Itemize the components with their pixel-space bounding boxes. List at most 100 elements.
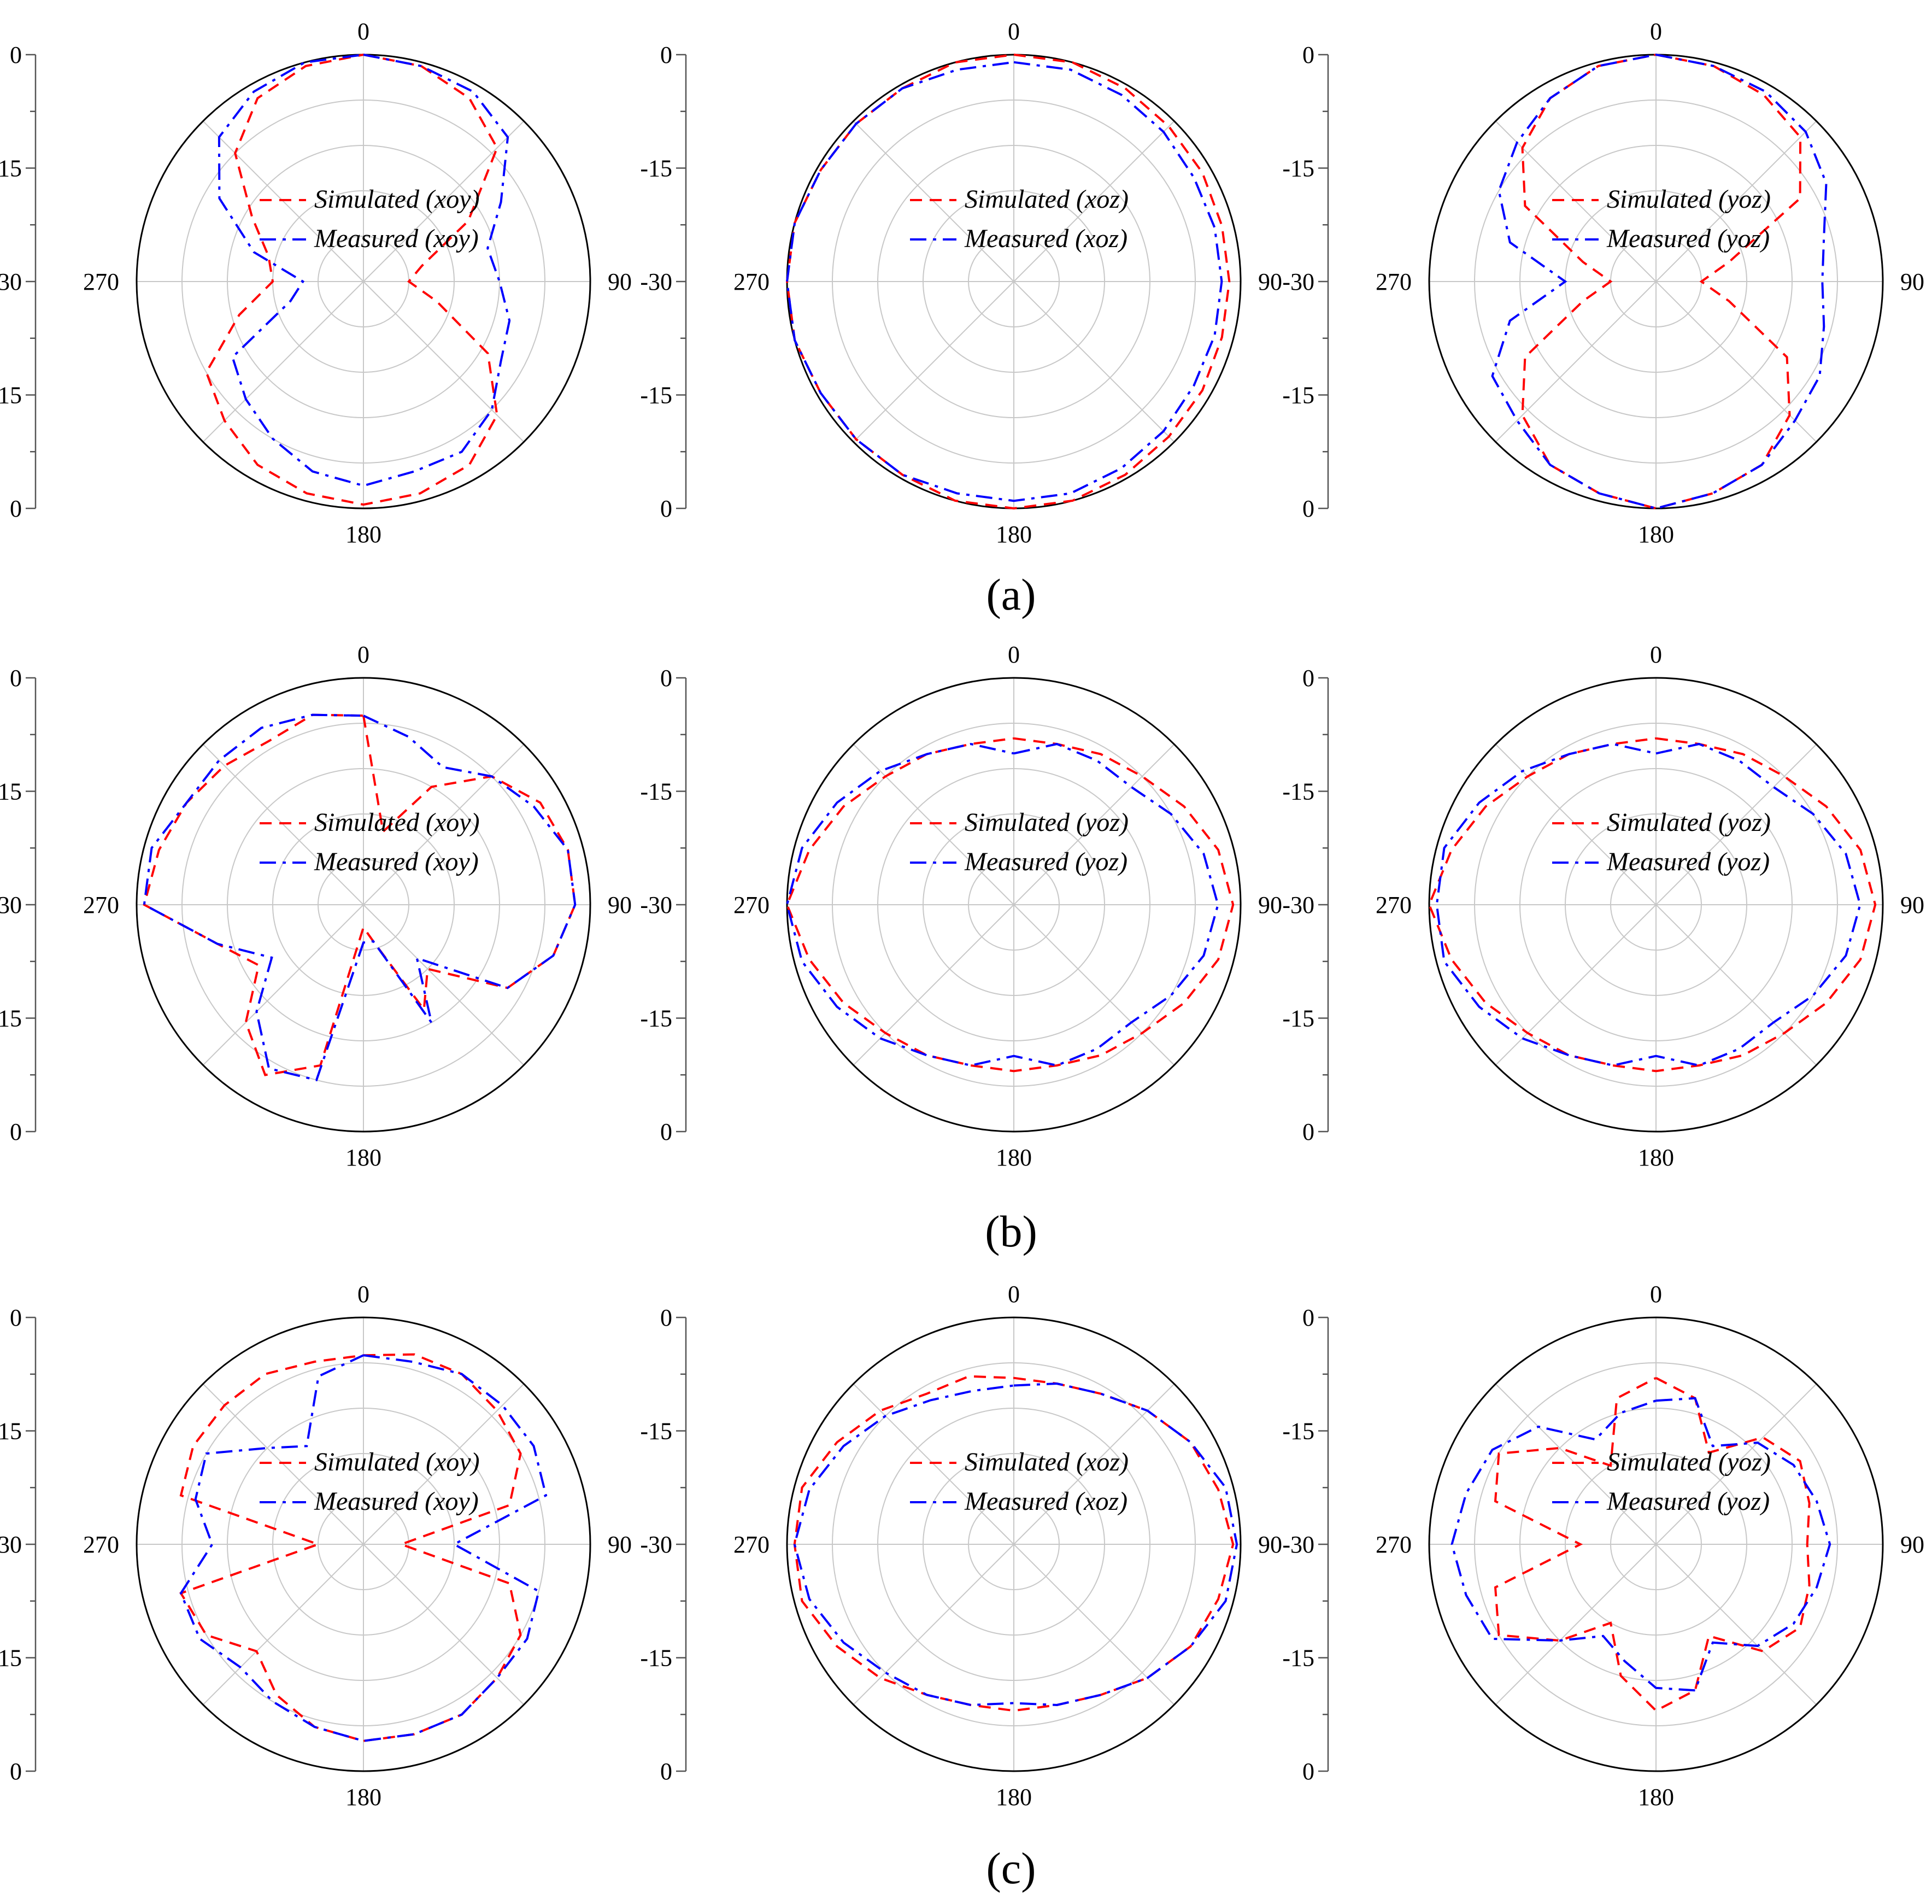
grid-spoke <box>363 743 525 905</box>
radial-tick-label: -15 <box>640 1645 672 1672</box>
grid-spoke <box>1495 904 1657 1066</box>
grid-spoke <box>202 120 364 282</box>
grid-spoke <box>853 1544 1014 1706</box>
radial-tick-label: 0 <box>10 665 22 692</box>
radial-tick-label: 0 <box>660 1304 672 1331</box>
angle-label-0: 0 <box>1650 1281 1662 1308</box>
measured-series-line <box>179 1354 548 1742</box>
measured-series-line <box>1451 1397 1831 1692</box>
radial-tick-label: 0 <box>10 1758 22 1785</box>
angle-label-270: 270 <box>1376 268 1412 295</box>
grid-spoke <box>853 904 1014 1066</box>
radial-tick-label: 0 <box>10 495 22 522</box>
legend-entry: Simulated (yoz) <box>1607 1448 1771 1477</box>
angle-label-180: 180 <box>1638 1784 1674 1811</box>
simulated-series-line <box>1428 737 1877 1073</box>
radial-tick-label: 0 <box>660 495 672 522</box>
radial-tick-label: -15 <box>1282 155 1314 182</box>
legend-entry: Simulated (yoz) <box>1607 808 1771 837</box>
angle-label-180: 180 <box>345 1784 381 1811</box>
angle-label-90: 90 <box>608 1531 632 1558</box>
radial-tick-label: -15 <box>640 382 672 409</box>
legend-entry: Measured (yoz) <box>1606 1487 1770 1516</box>
angle-label-180: 180 <box>1638 521 1674 548</box>
outer-circle <box>1428 677 1884 1133</box>
angle-label-0: 0 <box>1008 641 1020 668</box>
polar-plot-b-1: 0 -15 -30 -15 0 0 90 180 270 Simulated (xoy) Measu… <box>0 641 632 1171</box>
radial-tick-label: -30 <box>0 892 22 918</box>
grid-spoke <box>363 1544 525 1706</box>
angle-label-270: 270 <box>733 1531 770 1558</box>
angle-label-180: 180 <box>996 1784 1032 1811</box>
polar-plot-c-3: 0 -15 -30 -15 0 0 90 180 270 Simulated (yoz) Measu… <box>1282 1281 1924 1811</box>
caption-b: (b) <box>985 1206 1037 1256</box>
angle-label-0: 0 <box>1008 18 1020 45</box>
angle-label-90: 90 <box>1900 892 1924 918</box>
legend-entry: Measured (xoz) <box>964 1487 1128 1516</box>
legend-entry: Measured (yoz) <box>964 847 1128 876</box>
measured-series-line <box>793 1382 1238 1707</box>
grid-spoke <box>1655 1544 1817 1706</box>
measured-series-line <box>218 54 511 487</box>
radial-tick-label: -15 <box>640 1005 672 1032</box>
measured-series-line <box>1435 742 1861 1067</box>
grid-spoke <box>853 743 1014 905</box>
radial-tick-label: 0 <box>10 1304 22 1331</box>
radial-tick-label: -15 <box>0 1645 22 1672</box>
simulated-series-line <box>793 1375 1235 1712</box>
simulated-series-line <box>785 737 1235 1073</box>
radial-tick-label: 0 <box>660 665 672 692</box>
grid-spoke <box>1655 743 1817 905</box>
radial-tick-label: -15 <box>1282 382 1314 409</box>
radial-tick-label: -30 <box>1282 892 1314 918</box>
grid-spoke <box>363 904 525 1066</box>
polar-plot-a-1: 0 -15 -30 -15 0 0 90 180 270 Simulated (xoy) Measu… <box>0 18 632 548</box>
legend-entry: Measured (xoy) <box>314 1487 479 1516</box>
radial-tick-label: -15 <box>0 778 22 805</box>
polar-plot-c-2: 0 -15 -30 -15 0 0 90 180 270 Simulated (xoz) Measu… <box>640 1281 1282 1811</box>
simulated-series-line <box>205 54 498 506</box>
grid-spoke <box>1013 120 1175 282</box>
measured-series-line <box>785 61 1223 502</box>
radial-tick-label: -15 <box>0 382 22 409</box>
angle-label-180: 180 <box>996 521 1032 548</box>
polar-plot-grid: 0 -15 -30 -15 0 0 90 180 270 Simulated (xoy) Measu… <box>0 18 1924 1811</box>
radial-tick-label: -15 <box>1282 778 1314 805</box>
radial-tick-label: 0 <box>1302 1118 1314 1145</box>
outer-circle <box>136 677 591 1133</box>
radial-tick-label: -15 <box>1282 1005 1314 1032</box>
grid-spoke <box>1655 904 1817 1066</box>
radial-tick-label: -30 <box>640 892 672 918</box>
radial-tick-label: 0 <box>1302 665 1314 692</box>
angle-label-90: 90 <box>1900 268 1924 295</box>
radial-tick-label: -15 <box>0 155 22 182</box>
grid-spoke <box>202 743 364 905</box>
legend-entry: Simulated (xoy) <box>314 808 480 837</box>
angle-label-180: 180 <box>996 1144 1032 1171</box>
angle-label-90: 90 <box>608 892 632 918</box>
grid-spoke <box>853 281 1014 443</box>
legend-entry: Simulated (xoy) <box>314 1448 480 1477</box>
legend-entry: Measured (yoz) <box>1606 847 1770 876</box>
polar-plot-b-2: 0 -15 -30 -15 0 0 90 180 270 Simulated (yoz) Measu… <box>640 641 1282 1171</box>
radial-tick-label: -30 <box>1282 1531 1314 1558</box>
grid-spoke <box>1495 1544 1657 1706</box>
angle-label-180: 180 <box>1638 1144 1674 1171</box>
grid-spoke <box>202 281 364 443</box>
legend-entry: Simulated (yoz) <box>965 808 1129 837</box>
angle-label-0: 0 <box>1008 1281 1020 1308</box>
measured-series-line <box>785 742 1219 1067</box>
radial-tick-label: 0 <box>10 1118 22 1145</box>
polar-plot-a-2: 0 -15 -30 -15 0 0 90 180 270 Simulated (xoz) Measu… <box>640 18 1282 548</box>
grid-spoke <box>1495 281 1657 443</box>
radial-tick-label: -15 <box>1282 1645 1314 1672</box>
legend-entry: Simulated (xoz) <box>965 185 1129 214</box>
grid-spoke <box>1655 281 1817 443</box>
grid-spoke <box>1655 120 1817 282</box>
caption-c: (c) <box>986 1843 1036 1893</box>
radial-tick-label: 0 <box>660 1118 672 1145</box>
angle-label-270: 270 <box>1376 1531 1412 1558</box>
radial-tick-label: -30 <box>0 268 22 295</box>
simulated-series-line <box>785 54 1231 510</box>
